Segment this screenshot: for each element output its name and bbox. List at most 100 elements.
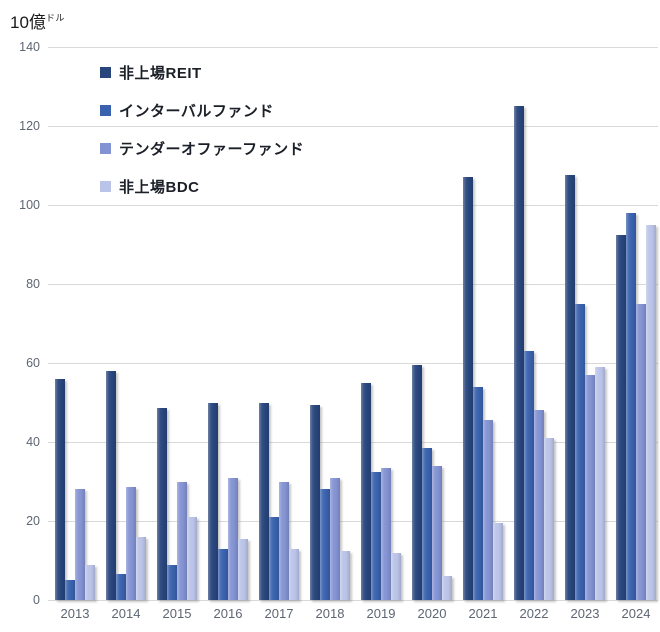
bar-group-2018 bbox=[310, 404, 350, 601]
bar-non-listed-bdc-2022 bbox=[544, 438, 554, 600]
bar-group-2021 bbox=[463, 177, 503, 601]
x-axis-label-2024: 2024 bbox=[621, 606, 651, 621]
bar-non-listed-reit-2014 bbox=[106, 370, 116, 601]
bar-interval-fund-2013 bbox=[65, 580, 75, 600]
bar-non-listed-bdc-2019 bbox=[391, 552, 401, 601]
x-axis-label-2017: 2017 bbox=[264, 606, 294, 621]
bar-non-listed-reit-2023 bbox=[565, 175, 575, 600]
bar-tender-offer-fund-2020 bbox=[432, 465, 442, 601]
y-axis-tick-80: 80 bbox=[26, 277, 40, 291]
y-axis-tick-40: 40 bbox=[26, 435, 40, 449]
bar-group-2014 bbox=[106, 370, 146, 601]
bar-non-listed-bdc-2021 bbox=[493, 523, 503, 600]
bar-non-listed-bdc-2020 bbox=[442, 576, 452, 600]
bar-non-listed-reit-2024 bbox=[616, 234, 626, 601]
bar-non-listed-bdc-2018 bbox=[340, 550, 350, 601]
bar-interval-fund-2024 bbox=[626, 212, 636, 601]
bar-interval-fund-2019 bbox=[371, 471, 381, 601]
y-axis-tick-120: 120 bbox=[19, 119, 40, 133]
gridline-140 bbox=[48, 47, 658, 48]
legend-label-non-listed-bdc: 非上場BDC bbox=[119, 178, 200, 196]
bar-non-listed-reit-2018 bbox=[310, 404, 320, 600]
bar-interval-fund-2018 bbox=[320, 489, 330, 600]
bar-non-listed-bdc-2017 bbox=[289, 548, 299, 601]
legend-label-non-listed-reit: 非上場REIT bbox=[119, 64, 202, 82]
bar-non-listed-bdc-2024 bbox=[646, 224, 656, 601]
bar-non-listed-reit-2016 bbox=[208, 402, 218, 600]
bar-non-listed-bdc-2015 bbox=[187, 517, 197, 600]
plot-area: 非上場REIT インターバルファンドテンダーオファーファンド 非上場BDC bbox=[48, 47, 658, 601]
bar-non-listed-bdc-2013 bbox=[85, 564, 95, 600]
gridline-80 bbox=[48, 284, 658, 285]
bar-tender-offer-fund-2013 bbox=[75, 489, 85, 600]
bar-group-2020 bbox=[412, 365, 452, 601]
bar-non-listed-reit-2019 bbox=[361, 382, 371, 601]
x-axis-label-2013: 2013 bbox=[60, 606, 90, 621]
bar-tender-offer-fund-2018 bbox=[330, 477, 340, 601]
legend-marker-tender-offer-fund bbox=[100, 142, 111, 154]
bar-tender-offer-fund-2014 bbox=[126, 487, 136, 600]
bar-group-2015 bbox=[157, 408, 197, 600]
legend-item-tender-offer-fund: テンダーオファーファンド bbox=[100, 139, 305, 158]
bar-interval-fund-2015 bbox=[167, 564, 177, 600]
legend-label-interval-fund: インターバルファンド bbox=[119, 102, 274, 120]
bar-non-listed-reit-2022 bbox=[514, 106, 524, 600]
gridline-120 bbox=[48, 126, 658, 127]
legend-marker-non-listed-reit bbox=[100, 66, 111, 78]
bar-interval-fund-2014 bbox=[116, 574, 126, 600]
gridline-0 bbox=[48, 600, 658, 601]
legend-item-non-listed-bdc: 非上場BDC bbox=[100, 177, 304, 196]
x-axis-label-2018: 2018 bbox=[315, 606, 345, 621]
bar-interval-fund-2022 bbox=[524, 351, 534, 600]
legend: 非上場REIT インターバルファンドテンダーオファーファンド 非上場BDC bbox=[100, 63, 304, 215]
y-axis-tick-100: 100 bbox=[19, 198, 40, 212]
x-axis-label-2015: 2015 bbox=[162, 606, 192, 621]
y-axis-tick-60: 60 bbox=[26, 356, 40, 370]
bar-non-listed-reit-2013 bbox=[55, 378, 65, 601]
bar-non-listed-bdc-2023 bbox=[595, 366, 605, 601]
x-axis-label-2022: 2022 bbox=[519, 606, 549, 621]
bar-interval-fund-2017 bbox=[269, 517, 279, 600]
bar-tender-offer-fund-2017 bbox=[279, 481, 289, 600]
x-axis-label-2019: 2019 bbox=[366, 606, 396, 621]
bar-group-2022 bbox=[514, 106, 554, 600]
bar-non-listed-reit-2015 bbox=[157, 408, 167, 600]
bar-interval-fund-2020 bbox=[422, 447, 432, 601]
x-axis-label-2016: 2016 bbox=[213, 606, 243, 621]
y-axis-tick-20: 20 bbox=[26, 514, 40, 528]
legend-marker-interval-fund bbox=[100, 104, 111, 116]
chart-title: 10億ドル bbox=[10, 8, 65, 33]
bar-non-listed-reit-2017 bbox=[259, 402, 269, 600]
bar-non-listed-bdc-2016 bbox=[238, 538, 248, 601]
x-axis-label-2023: 2023 bbox=[570, 606, 600, 621]
bar-interval-fund-2021 bbox=[473, 386, 483, 601]
bar-tender-offer-fund-2023 bbox=[585, 374, 595, 601]
legend-item-non-listed-reit: 非上場REIT bbox=[100, 63, 304, 82]
bar-group-2023 bbox=[565, 175, 605, 601]
x-axis-label-2020: 2020 bbox=[417, 606, 447, 621]
bar-group-2016 bbox=[208, 402, 248, 601]
bar-group-2019 bbox=[361, 382, 401, 601]
gridline-60 bbox=[48, 363, 658, 364]
bar-tender-offer-fund-2015 bbox=[177, 481, 187, 600]
gridline-100 bbox=[48, 205, 658, 206]
gridline-20 bbox=[48, 521, 658, 522]
bar-tender-offer-fund-2024 bbox=[636, 303, 646, 601]
bar-non-listed-bdc-2014 bbox=[136, 536, 146, 601]
bar-tender-offer-fund-2016 bbox=[228, 477, 238, 601]
chart-title-text: 10億 bbox=[10, 13, 46, 32]
y-axis-tick-0: 0 bbox=[33, 593, 40, 607]
bar-tender-offer-fund-2019 bbox=[381, 467, 391, 601]
legend-marker-non-listed-bdc bbox=[100, 180, 111, 192]
bar-tender-offer-fund-2022 bbox=[534, 410, 544, 600]
bar-interval-fund-2016 bbox=[218, 548, 228, 601]
bar-group-2013 bbox=[55, 378, 95, 601]
x-axis-label-2021: 2021 bbox=[468, 606, 498, 621]
bar-group-2017 bbox=[259, 402, 299, 601]
bar-tender-offer-fund-2021 bbox=[483, 420, 493, 600]
gridline-40 bbox=[48, 442, 658, 443]
y-axis-tick-140: 140 bbox=[19, 40, 40, 54]
legend-label-tender-offer-fund: テンダーオファーファンド bbox=[119, 140, 305, 158]
bar-non-listed-reit-2020 bbox=[412, 365, 422, 600]
